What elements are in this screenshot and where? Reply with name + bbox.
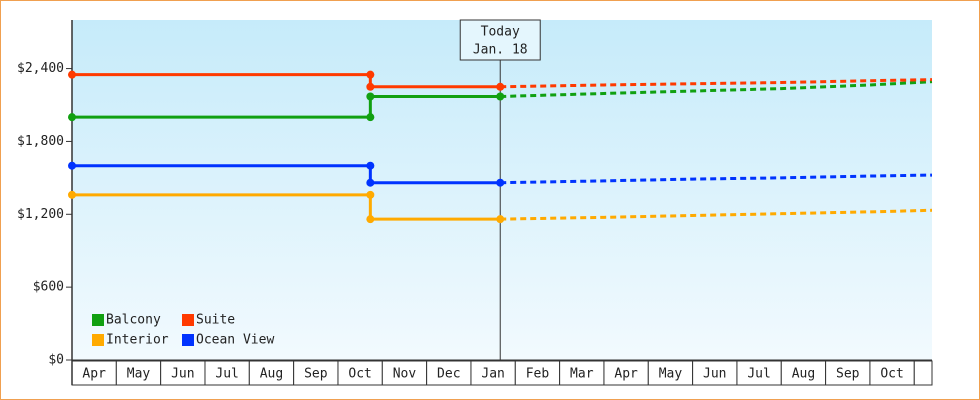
- legend-swatch: [182, 314, 194, 326]
- point: [366, 70, 375, 79]
- point: [366, 190, 375, 199]
- forecast-line: [500, 208, 933, 221]
- today-box: [459, 19, 541, 61]
- point: [366, 215, 375, 224]
- point: [68, 113, 76, 122]
- point: [496, 215, 505, 224]
- x-tick-box: [381, 360, 428, 386]
- today-label: Jan. 18: [473, 43, 528, 58]
- legend-swatch: [92, 314, 104, 326]
- x-tick-label: Mar: [570, 367, 594, 382]
- y-tick-label: $600: [33, 280, 64, 295]
- x-tick-label: Sep: [836, 367, 860, 382]
- x-tick-box: [248, 360, 295, 386]
- x-tick-box: [514, 360, 561, 386]
- forecast-line: [500, 80, 933, 98]
- y-tick-label: $1,200: [17, 207, 64, 222]
- x-tick-label: Jul: [747, 367, 770, 382]
- x-tick-label: Feb: [526, 367, 550, 382]
- x-tick-label: Apr: [614, 367, 638, 382]
- price-line: [72, 164, 501, 185]
- forecast-line: [500, 78, 933, 89]
- legend-label: Suite: [196, 313, 235, 328]
- point: [496, 92, 505, 101]
- x-tick-label: Jan: [481, 367, 504, 382]
- x-tick-box: [204, 360, 250, 386]
- x-tick-label: Apr: [82, 367, 106, 382]
- x-tick-label: Dec: [437, 367, 460, 382]
- x-tick-box: [293, 360, 339, 386]
- x-tick-label: Jun: [703, 367, 726, 382]
- x-tick-label: Aug: [260, 367, 283, 382]
- x-tick-box: [692, 360, 738, 386]
- today-label: Today: [481, 25, 520, 40]
- y-tick-label: $1,800: [17, 134, 64, 149]
- x-tick-label: Sep: [304, 367, 328, 382]
- legend-label: Ocean View: [196, 333, 274, 348]
- x-tick-box: [559, 360, 605, 386]
- legend-label: Balcony: [106, 313, 161, 328]
- x-tick-box: [736, 360, 782, 386]
- x-tick-box: [825, 360, 871, 386]
- point: [366, 113, 375, 122]
- point: [366, 92, 375, 101]
- y-tick-label: $0: [48, 353, 64, 368]
- x-tick-box: [115, 360, 162, 386]
- legend-swatch: [92, 334, 104, 346]
- x-tick-box: [869, 360, 915, 386]
- price-line: [72, 193, 501, 221]
- x-tick-label: Oct: [348, 367, 371, 382]
- x-tick-label: Jun: [171, 367, 194, 382]
- point: [366, 178, 375, 187]
- point: [68, 70, 76, 79]
- x-tick-label: Jul: [215, 367, 238, 382]
- legend-swatch: [182, 334, 194, 346]
- x-tick-label: Aug: [792, 367, 815, 382]
- point: [68, 161, 76, 170]
- point: [366, 82, 375, 91]
- point: [496, 178, 505, 187]
- point: [366, 161, 375, 170]
- point: [68, 190, 76, 199]
- legend-label: Interior: [106, 333, 169, 348]
- x-tick-box: [71, 360, 117, 386]
- x-tick-box: [426, 360, 472, 386]
- plot-area: [72, 20, 932, 360]
- x-tick-box: [337, 360, 383, 386]
- y-tick-label: $2,400: [17, 61, 64, 76]
- x-tick-label: May: [127, 367, 151, 382]
- x-tick-box: [603, 360, 649, 386]
- x-tick-label: May: [659, 367, 683, 382]
- x-tick-label: Oct: [880, 367, 903, 382]
- x-tick-box: [913, 360, 933, 386]
- price-line: [72, 73, 501, 89]
- forecast-line: [500, 173, 933, 185]
- point: [496, 82, 505, 91]
- price-line: [72, 95, 501, 119]
- x-tick-label: Nov: [393, 367, 417, 382]
